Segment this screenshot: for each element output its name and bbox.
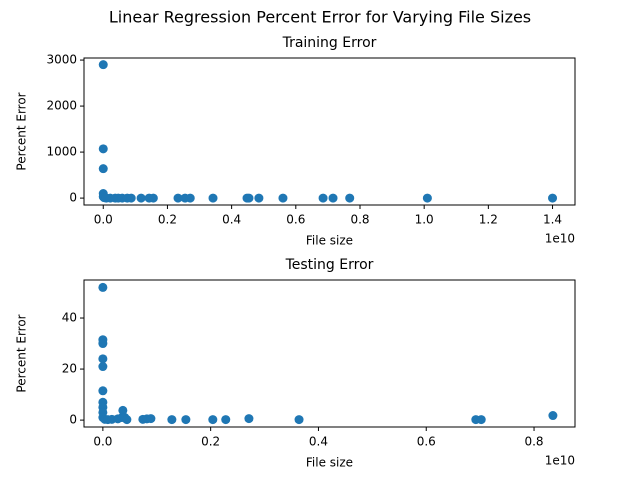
point — [118, 405, 128, 415]
point — [98, 339, 108, 349]
x-tick-label: 0.2 — [201, 435, 220, 449]
x-tick-label: 0.6 — [286, 213, 305, 227]
axes-title: Testing Error — [285, 257, 374, 273]
point — [185, 193, 195, 203]
point — [98, 362, 108, 372]
x-tick-label: 0.4 — [222, 213, 241, 227]
x-tick-label: 0.0 — [93, 435, 112, 449]
point — [148, 193, 158, 203]
x-tick-label: 1.4 — [543, 213, 562, 227]
y-axis-label: Percent Error — [15, 92, 29, 170]
point — [98, 164, 108, 174]
figure-title: Linear Regression Percent Error for Vary… — [109, 8, 531, 27]
axes-title: Training Error — [282, 35, 377, 51]
point — [318, 193, 328, 203]
point — [294, 415, 304, 425]
point — [208, 415, 218, 425]
point — [244, 193, 254, 203]
x-tick-label: 0.8 — [350, 213, 369, 227]
y-tick-label: 1000 — [46, 145, 77, 159]
x-tick-label: 0.2 — [158, 213, 177, 227]
point — [126, 193, 136, 203]
x-axis-label: File size — [306, 234, 353, 248]
y-tick-label: 3000 — [46, 53, 77, 67]
point — [548, 193, 558, 203]
point — [122, 415, 132, 425]
y-axis-label: Percent Error — [15, 314, 29, 392]
x-tick-label: 0.8 — [524, 435, 543, 449]
point — [167, 415, 177, 425]
point — [98, 60, 108, 70]
point — [244, 414, 254, 424]
point — [181, 415, 191, 425]
x-tick-label: 1.2 — [479, 213, 498, 227]
x-tick-label: 0.0 — [94, 213, 113, 227]
x-tick-label: 0.6 — [417, 435, 436, 449]
point — [146, 414, 156, 424]
x-offset-label: 1e10 — [545, 232, 575, 246]
point — [548, 411, 558, 421]
point — [136, 193, 146, 203]
point — [476, 415, 486, 425]
point — [98, 144, 108, 154]
axes-frame — [83, 279, 576, 428]
y-tick-label: 0 — [69, 191, 77, 205]
y-tick-label: 2000 — [46, 99, 77, 113]
y-tick-label: 20 — [62, 362, 77, 376]
axes-frame — [83, 57, 576, 206]
point — [328, 193, 338, 203]
point — [254, 193, 264, 203]
point — [345, 193, 355, 203]
point — [221, 415, 231, 425]
x-offset-label: 1e10 — [545, 454, 575, 468]
point — [98, 386, 108, 396]
y-tick-label: 40 — [62, 311, 77, 325]
point — [208, 193, 218, 203]
point — [278, 193, 288, 203]
point — [98, 282, 108, 292]
x-tick-label: 1.0 — [415, 213, 434, 227]
y-tick-label: 0 — [69, 413, 77, 427]
point — [98, 354, 108, 364]
point — [173, 193, 183, 203]
x-axis-label: File size — [306, 456, 353, 470]
x-tick-label: 0.4 — [309, 435, 328, 449]
point — [422, 193, 432, 203]
